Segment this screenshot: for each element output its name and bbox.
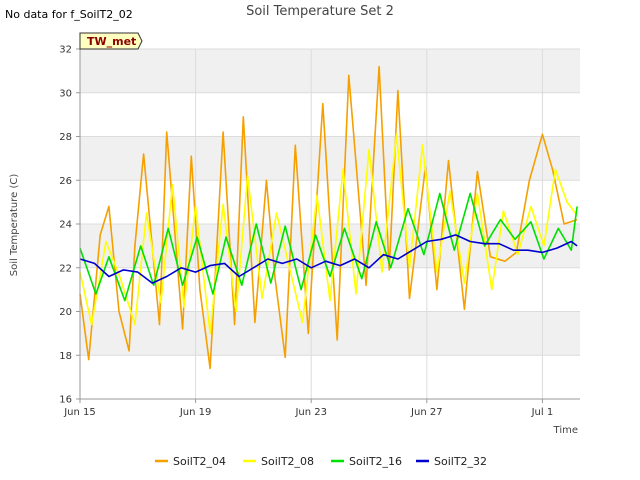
legend-item-soilt2-08: SoilT2_08 [243,455,314,468]
series-line-soilt2-04 [79,65,578,370]
series-line-soilt2-08 [79,133,578,335]
legend-label: SoilT2_32 [434,455,487,468]
x-tick-label: Jun 27 [410,407,443,418]
tw-met-tag-label: TW_met [87,35,136,48]
x-tick-label: Jun 19 [179,407,212,418]
y-tick-label: 26 [59,176,72,187]
x-tick-label: Jun 15 [63,407,96,418]
series-line-soilt2-16 [79,192,578,302]
y-tick-label: 20 [59,307,72,318]
legend: SoilT2_04 SoilT2_08 SoilT2_16 SoilT2_32 [155,455,487,468]
y-tick-label: 30 [59,88,72,99]
legend-label: SoilT2_16 [349,455,402,468]
tw-met-tag: TW_met [79,32,143,50]
legend-label: SoilT2_08 [261,455,314,468]
x-tick-label: Jul 1 [531,407,554,418]
grid-band [80,136,580,181]
y-tick-label: 24 [59,220,72,231]
y-tick-label: 32 [59,45,72,56]
x-tick-label: Jun 23 [294,407,327,418]
y-axis-title: Soil Temperature (C) [9,174,20,277]
y-tick-label: 28 [59,132,72,143]
grid-band [80,49,580,93]
y-tick-label: 22 [59,263,72,274]
legend-label: SoilT2_04 [173,455,226,468]
no-data-message: No data for f_SoilT2_02 [5,8,133,21]
grid-band [80,311,580,356]
series-layer [79,65,578,370]
chart-title: Soil Temperature Set 2 [246,4,394,19]
y-tick-label: 18 [59,351,72,362]
axis-layer: 16 18 20 22 24 26 28 30 32 Jun 15 Jun 19 Jun 23 Jun … [59,45,580,418]
legend-item-soilt2-16: SoilT2_16 [331,455,402,468]
x-axis-title: Time [553,425,578,436]
series-line-soilt2-32 [79,234,578,284]
y-tick-label: 16 [59,395,72,406]
legend-item-soilt2-04: SoilT2_04 [155,455,226,468]
legend-item-soilt2-32: SoilT2_32 [416,455,487,468]
